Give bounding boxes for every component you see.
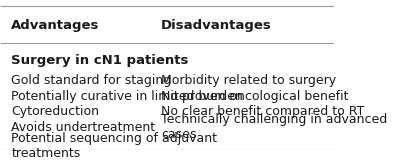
- Text: Potentially curative in limited burden: Potentially curative in limited burden: [11, 90, 243, 103]
- Text: Morbidity related to surgery: Morbidity related to surgery: [161, 74, 336, 87]
- Text: Gold standard for staging: Gold standard for staging: [11, 74, 172, 87]
- Text: Technically challenging in advanced
cases: Technically challenging in advanced case…: [161, 113, 387, 141]
- Text: No clear benefit compared to RT: No clear benefit compared to RT: [161, 105, 364, 118]
- Text: Surgery in cN1 patients: Surgery in cN1 patients: [11, 54, 189, 68]
- Text: No proven oncological benefit: No proven oncological benefit: [161, 90, 348, 103]
- Text: Avoids undertreatment: Avoids undertreatment: [11, 121, 156, 134]
- Text: Potential sequencing of adjuvant
treatments: Potential sequencing of adjuvant treatme…: [11, 132, 217, 160]
- Text: Advantages: Advantages: [11, 19, 100, 32]
- Text: Disadvantages: Disadvantages: [161, 19, 272, 32]
- Text: Cytoreduction: Cytoreduction: [11, 105, 99, 118]
